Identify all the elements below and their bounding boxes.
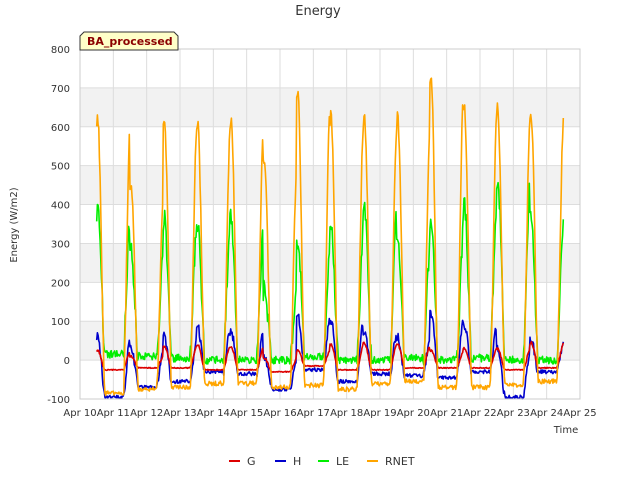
y-tick-label: 500: [51, 162, 70, 173]
y-tick-label: 700: [51, 84, 70, 95]
x-tick-label: Apr 15: [230, 408, 263, 419]
series-line-h: [95, 309, 565, 400]
x-tick-label: Apr 19: [363, 408, 396, 419]
x-tick-label: Apr 24: [530, 408, 563, 419]
badge-text: BA_processed: [87, 35, 173, 48]
legend-label: RNET: [385, 455, 415, 468]
y-tick-label: -100: [47, 395, 70, 406]
y-tick-label: 800: [51, 45, 70, 56]
x-tick-label: Apr 16: [263, 408, 296, 419]
x-tick-label: Apr 13: [163, 408, 196, 419]
y-tick-label: 200: [51, 278, 70, 289]
legend-item-rnet: RNET: [367, 455, 415, 468]
x-tick-label: Apr 18: [330, 408, 363, 419]
legend-label: H: [293, 455, 301, 468]
series-line-le: [95, 181, 565, 366]
x-tick-label: Apr 14: [197, 408, 230, 419]
legend-item-h: H: [275, 455, 301, 468]
y-tick-label: 0: [64, 356, 70, 367]
legend-item-g: G: [229, 455, 256, 468]
x-tick-label: Apr 21: [430, 408, 463, 419]
x-tick-label: Apr 10: [63, 408, 96, 419]
series-line-g: [95, 340, 565, 373]
axes: [79, 48, 581, 400]
x-tick-label: Apr 22: [463, 408, 496, 419]
plot-band: [80, 165, 580, 205]
chart-title: Energy: [295, 4, 341, 19]
x-axis-label: Time: [553, 425, 578, 436]
x-tick-label: Apr 20: [397, 408, 430, 419]
y-tick-labels: -100 0 100 200 300 400 500 600 700 800: [47, 45, 70, 406]
legend: G H LE RNET: [229, 455, 415, 468]
series-line-rnet: [95, 77, 565, 397]
series-layer: [95, 77, 565, 400]
legend-item-le: LE: [318, 455, 349, 468]
y-tick-label: 400: [51, 201, 70, 212]
x-tick-label: Apr 25: [563, 408, 596, 419]
badge-box: [79, 31, 179, 51]
y-tick-label: 300: [51, 239, 70, 250]
y-tick-label: 100: [51, 317, 70, 328]
legend-label: LE: [336, 455, 349, 468]
x-tick-label: Apr 12: [130, 408, 163, 419]
x-tick-labels: Apr 10 Apr 11 Apr 12 Apr 13 Apr 14 Apr 15 Apr …: [63, 408, 596, 419]
legend-label: G: [247, 455, 256, 468]
x-tick-label: Apr 11: [97, 408, 130, 419]
plot-frame: [79, 48, 581, 400]
badge: BA_processed: [79, 31, 179, 51]
x-tick-label: Apr 17: [297, 408, 330, 419]
y-axis-label: Energy (W/m2): [9, 187, 20, 262]
x-tick-label: Apr 23: [497, 408, 530, 419]
y-tick-label: 600: [51, 123, 70, 134]
